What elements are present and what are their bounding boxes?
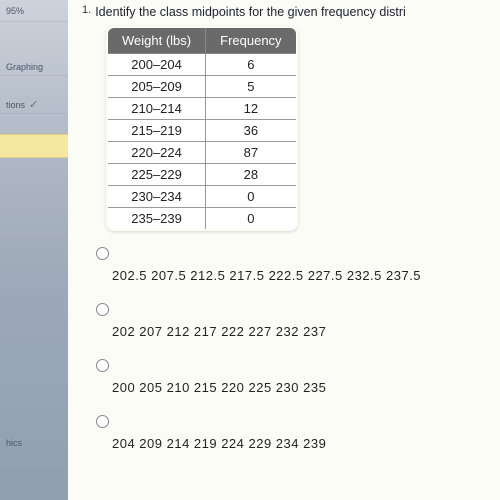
- table-row: 220–22487: [107, 142, 297, 164]
- question-number: 1.: [82, 4, 91, 16]
- option-text: 202.5 207.5 212.5 217.5 222.5 227.5 232.…: [112, 268, 421, 283]
- sidebar-top-label: 95%: [6, 6, 24, 16]
- sidebar-item-hics[interactable]: hics: [0, 434, 68, 452]
- option-b[interactable]: 202 207 212 217 222 227 232 237: [92, 303, 490, 339]
- cell-freq: 28: [206, 164, 297, 186]
- option-text: 200 205 210 215 220 225 230 235: [112, 380, 326, 395]
- table-row: 235–2390: [107, 208, 297, 231]
- cell-freq: 12: [206, 98, 297, 120]
- th-weight: Weight (lbs): [107, 27, 206, 54]
- sidebar-item-graphing[interactable]: Graphing: [0, 58, 68, 76]
- sidebar-spacer: [0, 452, 68, 500]
- frequency-table: Weight (lbs) Frequency 200–2046 205–2095…: [106, 26, 298, 231]
- cell-freq: 5: [206, 76, 297, 98]
- table-row: 225–22928: [107, 164, 297, 186]
- table-body: 200–2046 205–2095 210–21412 215–21936 22…: [107, 54, 297, 231]
- cell-freq: 0: [206, 208, 297, 231]
- sidebar-spacer: [0, 76, 68, 96]
- question-text: Identify the class midpoints for the giv…: [95, 4, 406, 20]
- table-row: 215–21936: [107, 120, 297, 142]
- cell-weight: 210–214: [107, 98, 206, 120]
- radio-icon[interactable]: [96, 359, 109, 372]
- radio-icon[interactable]: [96, 247, 109, 260]
- cell-freq: 87: [206, 142, 297, 164]
- sidebar-label: tions: [6, 100, 25, 110]
- cell-weight: 225–229: [107, 164, 206, 186]
- option-text: 204 209 214 219 224 229 234 239: [112, 436, 326, 451]
- cell-weight: 200–204: [107, 54, 206, 76]
- radio-icon[interactable]: [96, 303, 109, 316]
- sidebar-spacer: [0, 22, 68, 58]
- option-c[interactable]: 200 205 210 215 220 225 230 235: [92, 359, 490, 395]
- sidebar-item-tions[interactable]: tions ✓: [0, 96, 68, 114]
- question-row: 1. Identify the class midpoints for the …: [82, 4, 490, 20]
- main-content: 1. Identify the class midpoints for the …: [68, 0, 500, 500]
- cell-weight: 235–239: [107, 208, 206, 231]
- th-freq: Frequency: [206, 27, 297, 54]
- radio-icon[interactable]: [96, 415, 109, 428]
- table-row: 205–2095: [107, 76, 297, 98]
- table-wrap: Weight (lbs) Frequency 200–2046 205–2095…: [106, 26, 490, 231]
- table-row: 210–21412: [107, 98, 297, 120]
- sidebar-95: 95%: [0, 0, 68, 22]
- cell-weight: 205–209: [107, 76, 206, 98]
- cell-freq: 36: [206, 120, 297, 142]
- sidebar: 95% Graphing tions ✓ hics: [0, 0, 68, 500]
- sidebar-spacer: [0, 158, 68, 434]
- cell-weight: 220–224: [107, 142, 206, 164]
- sidebar-spacer: [0, 114, 68, 134]
- sidebar-label: hics: [6, 438, 22, 448]
- cell-freq: 0: [206, 186, 297, 208]
- option-a[interactable]: 202.5 207.5 212.5 217.5 222.5 227.5 232.…: [92, 247, 490, 283]
- options: 202.5 207.5 212.5 217.5 222.5 227.5 232.…: [92, 247, 490, 451]
- sidebar-label: Graphing: [6, 62, 43, 72]
- sidebar-item-active[interactable]: [0, 134, 68, 158]
- check-icon: ✓: [29, 98, 38, 111]
- cell-weight: 215–219: [107, 120, 206, 142]
- option-text: 202 207 212 217 222 227 232 237: [112, 324, 326, 339]
- option-d[interactable]: 204 209 214 219 224 229 234 239: [92, 415, 490, 451]
- cell-freq: 6: [206, 54, 297, 76]
- cell-weight: 230–234: [107, 186, 206, 208]
- table-row: 200–2046: [107, 54, 297, 76]
- table-row: 230–2340: [107, 186, 297, 208]
